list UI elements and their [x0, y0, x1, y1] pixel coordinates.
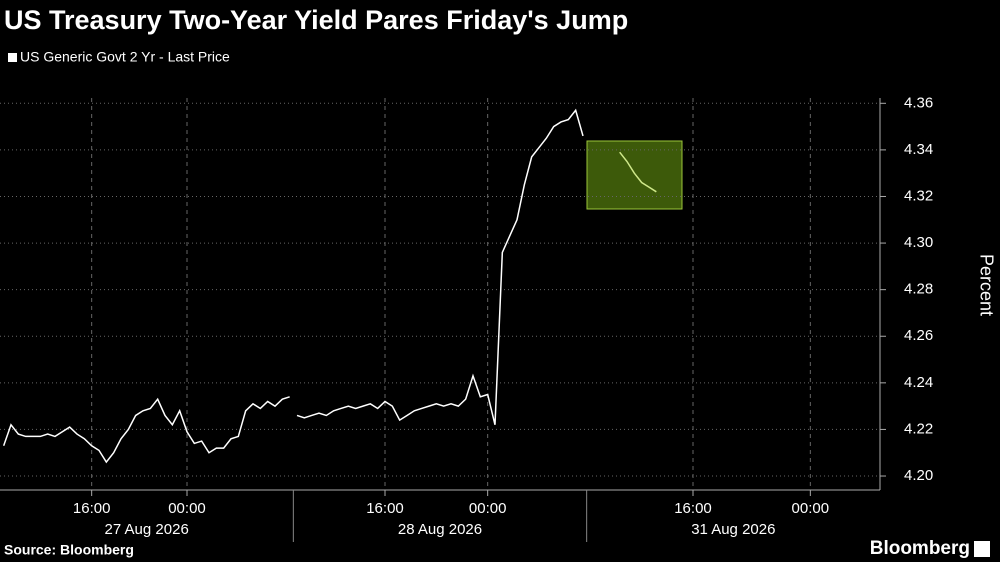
date-label: 27 Aug 2026 — [105, 521, 189, 538]
y-tick-label: 4.26 — [904, 327, 933, 344]
date-label: 28 Aug 2026 — [398, 521, 482, 538]
brand: Bloomberg — [870, 538, 970, 559]
x-tick-label: 16:00 — [73, 500, 111, 517]
x-tick-label: 16:00 — [366, 500, 404, 517]
legend-swatch — [8, 53, 17, 62]
y-tick-label: 4.28 — [904, 281, 933, 298]
highlight-box — [586, 140, 683, 210]
y-tick-label: 4.30 — [904, 234, 933, 251]
y-axis-title: Percent — [976, 254, 996, 316]
y-tick-label: 4.36 — [904, 94, 933, 111]
chart-title: US Treasury Two-Year Yield Pares Friday'… — [4, 5, 628, 35]
price-line — [296, 108, 584, 425]
y-tick-label: 4.22 — [904, 420, 933, 437]
x-tick-label: 16:00 — [674, 500, 712, 517]
legend-label: US Generic Govt 2 Yr - Last Price — [20, 49, 230, 65]
x-tick-label: 00:00 — [792, 500, 830, 517]
y-tick-label: 4.24 — [904, 374, 933, 391]
y-tick-label: 4.34 — [904, 141, 933, 158]
date-label: 31 Aug 2026 — [691, 521, 775, 538]
x-tick-label: 00:00 — [168, 500, 206, 517]
source: Source: Bloomberg — [4, 542, 134, 558]
price-line — [2, 396, 290, 464]
price-line — [619, 151, 657, 193]
y-tick-label: 4.20 — [904, 467, 933, 484]
y-tick-label: 4.32 — [904, 187, 933, 204]
x-tick-label: 00:00 — [469, 500, 507, 517]
brand-icon — [974, 541, 990, 557]
